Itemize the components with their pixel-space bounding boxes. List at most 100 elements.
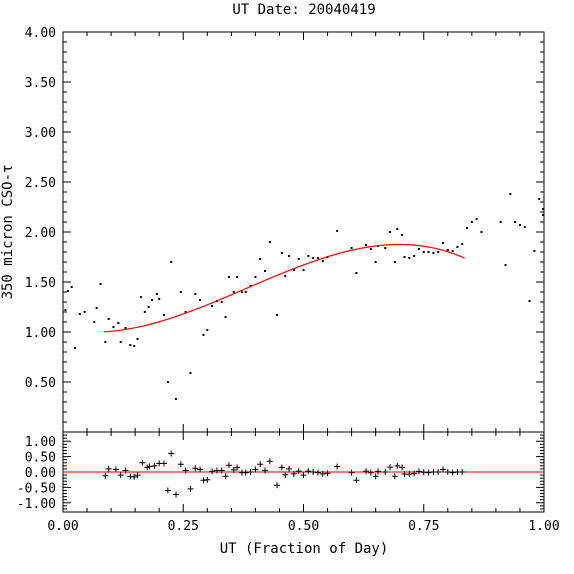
data-point [321, 260, 324, 262]
residual-point [122, 467, 129, 474]
residual-point [334, 463, 341, 470]
residual-point [209, 468, 216, 475]
residual-point [459, 469, 466, 475]
residual-point [218, 467, 225, 474]
residual-point [262, 467, 269, 474]
residual-point [164, 487, 171, 494]
data-point [280, 252, 283, 254]
data-point [78, 313, 81, 315]
data-point [179, 291, 182, 293]
residual-point [363, 468, 370, 475]
data-point [244, 291, 247, 293]
data-point [393, 261, 396, 263]
data-point [408, 257, 411, 259]
y-tick-label: 0.50 [25, 376, 56, 391]
residual-point [225, 462, 232, 469]
data-point [432, 252, 435, 254]
x-tick-label: 1.00 [528, 519, 559, 534]
residual-point [444, 469, 451, 475]
residual-point [367, 469, 374, 476]
residual-point [146, 463, 153, 470]
data-point [312, 257, 315, 259]
residual-point [200, 477, 207, 484]
data-point [74, 347, 77, 349]
data-point [163, 314, 166, 316]
data-point [117, 322, 120, 324]
data-point [276, 314, 279, 316]
data-point [292, 269, 295, 271]
residual-point [399, 464, 406, 471]
data-point [232, 291, 235, 293]
residual-point [230, 466, 237, 473]
data-point [528, 300, 531, 302]
residual-point [300, 472, 307, 479]
residual-point [242, 469, 249, 476]
data-point [514, 221, 517, 223]
x-tick-label: 0.75 [408, 519, 439, 534]
residual-point [439, 466, 446, 473]
residual-point [394, 462, 401, 469]
data-point [456, 246, 459, 248]
x-tick-label: 0.00 [47, 519, 78, 534]
residual-point [286, 465, 293, 472]
data-point [466, 227, 469, 229]
residual-point [435, 469, 442, 475]
residual-point [314, 469, 321, 476]
y-tick-label: 1.00 [25, 326, 56, 341]
residual-tick-label: 1.00 [25, 435, 56, 450]
residual-point [177, 461, 184, 468]
residual-point [182, 467, 189, 474]
data-point [350, 247, 353, 249]
data-point [302, 269, 305, 271]
data-point [451, 250, 454, 252]
data-point [227, 276, 230, 278]
data-point [95, 307, 98, 309]
residual-tick-label: -0.50 [17, 481, 56, 496]
residual-point [173, 491, 180, 498]
data-point [533, 250, 536, 252]
data-point [133, 345, 136, 347]
residual-point [204, 476, 211, 483]
residual-tick-label: 0.00 [25, 466, 56, 481]
data-point [427, 251, 430, 253]
data-point [155, 293, 158, 295]
data-point [83, 311, 86, 313]
residual-point [139, 459, 146, 466]
data-point [147, 306, 150, 308]
data-point [401, 234, 404, 236]
data-point [129, 344, 132, 346]
data-point [150, 299, 153, 301]
x-tick-label: 0.25 [168, 519, 199, 534]
residual-point [406, 471, 413, 478]
residual-point [353, 477, 360, 484]
data-point [461, 243, 464, 245]
data-point [199, 299, 202, 301]
data-point [143, 311, 146, 313]
chart-title: UT Date: 20040419 [232, 2, 375, 18]
residual-point [257, 461, 264, 468]
data-point [475, 218, 478, 220]
data-point [470, 221, 473, 223]
data-point [170, 261, 173, 263]
residual-point [391, 473, 398, 480]
data-point [336, 230, 339, 232]
residual-point [187, 485, 194, 492]
y-axis-label: 350 micron CSO-τ [0, 165, 16, 300]
y-tick-label: 1.50 [25, 276, 56, 291]
residual-point [222, 473, 229, 480]
residual-point [112, 466, 119, 473]
y-axis-ticks: 0.50 1.00 1.50 2.00 2.50 3.00 3.50 4.00 [25, 26, 544, 423]
residual-point [151, 462, 158, 469]
residual-point [266, 458, 273, 465]
data-point [175, 398, 178, 400]
data-point [437, 251, 440, 253]
data-point [259, 258, 262, 260]
data-point [166, 381, 169, 383]
residual-tick-label: 0.50 [25, 451, 56, 466]
residual-point [134, 472, 141, 479]
residual-point [274, 482, 281, 489]
data-point [268, 241, 271, 243]
residual-point [348, 469, 355, 476]
data-point [542, 208, 544, 210]
data-point [542, 214, 544, 216]
